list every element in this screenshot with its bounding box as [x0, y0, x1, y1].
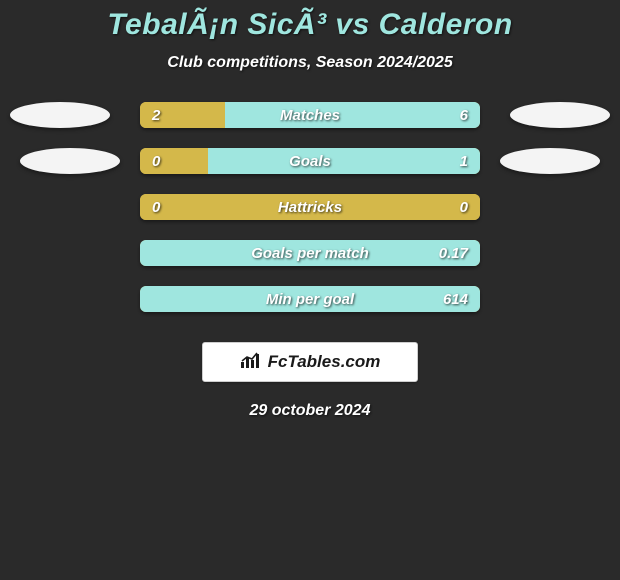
stat-row: Min per goal614: [0, 286, 620, 332]
stat-bar: Min per goal: [140, 286, 480, 312]
stat-value-right: 0: [460, 194, 468, 220]
stat-row: Goals per match0.17: [0, 240, 620, 286]
stat-bar: Goals: [140, 148, 480, 174]
brand-text: FcTables.com: [268, 352, 381, 372]
page-title: TebalÃ¡n SicÃ³ vs Calderon: [0, 8, 620, 42]
stat-value-left: 0: [152, 148, 160, 174]
date-footer: 29 october 2024: [0, 402, 620, 420]
brand-badge: FcTables.com: [202, 342, 418, 382]
player-badge-right: [500, 148, 600, 174]
stat-value-right: 1: [460, 148, 468, 174]
stat-row: Goals0 1: [0, 148, 620, 194]
stat-value-left: 0: [152, 194, 160, 220]
player-badge-left: [20, 148, 120, 174]
stat-row: Hattricks0 0: [0, 194, 620, 240]
player-badge-left: [10, 102, 110, 128]
brand-chart-icon: [240, 351, 262, 374]
stat-bar: Matches: [140, 102, 480, 128]
stat-bar-right: [140, 240, 480, 266]
stat-bar-right: [225, 102, 480, 128]
comparison-card: TebalÃ¡n SicÃ³ vs Calderon Club competit…: [0, 0, 620, 420]
stat-bar-left: [140, 194, 480, 220]
stat-bar: Hattricks: [140, 194, 480, 220]
stats-rows: Matches26Goals01Hattricks00Goals per mat…: [0, 102, 620, 332]
stat-row: Matches2 6: [0, 102, 620, 148]
stat-value-right: 614: [443, 286, 468, 312]
stat-bar-left: [140, 148, 208, 174]
stat-value-right: 0.17: [439, 240, 468, 266]
stat-value-right: 6: [460, 102, 468, 128]
stat-bar-right: [208, 148, 480, 174]
stat-bar: Goals per match: [140, 240, 480, 266]
page-subtitle: Club competitions, Season 2024/2025: [0, 54, 620, 72]
stat-value-left: 2: [152, 102, 160, 128]
player-badge-right: [510, 102, 610, 128]
stat-bar-right: [140, 286, 480, 312]
